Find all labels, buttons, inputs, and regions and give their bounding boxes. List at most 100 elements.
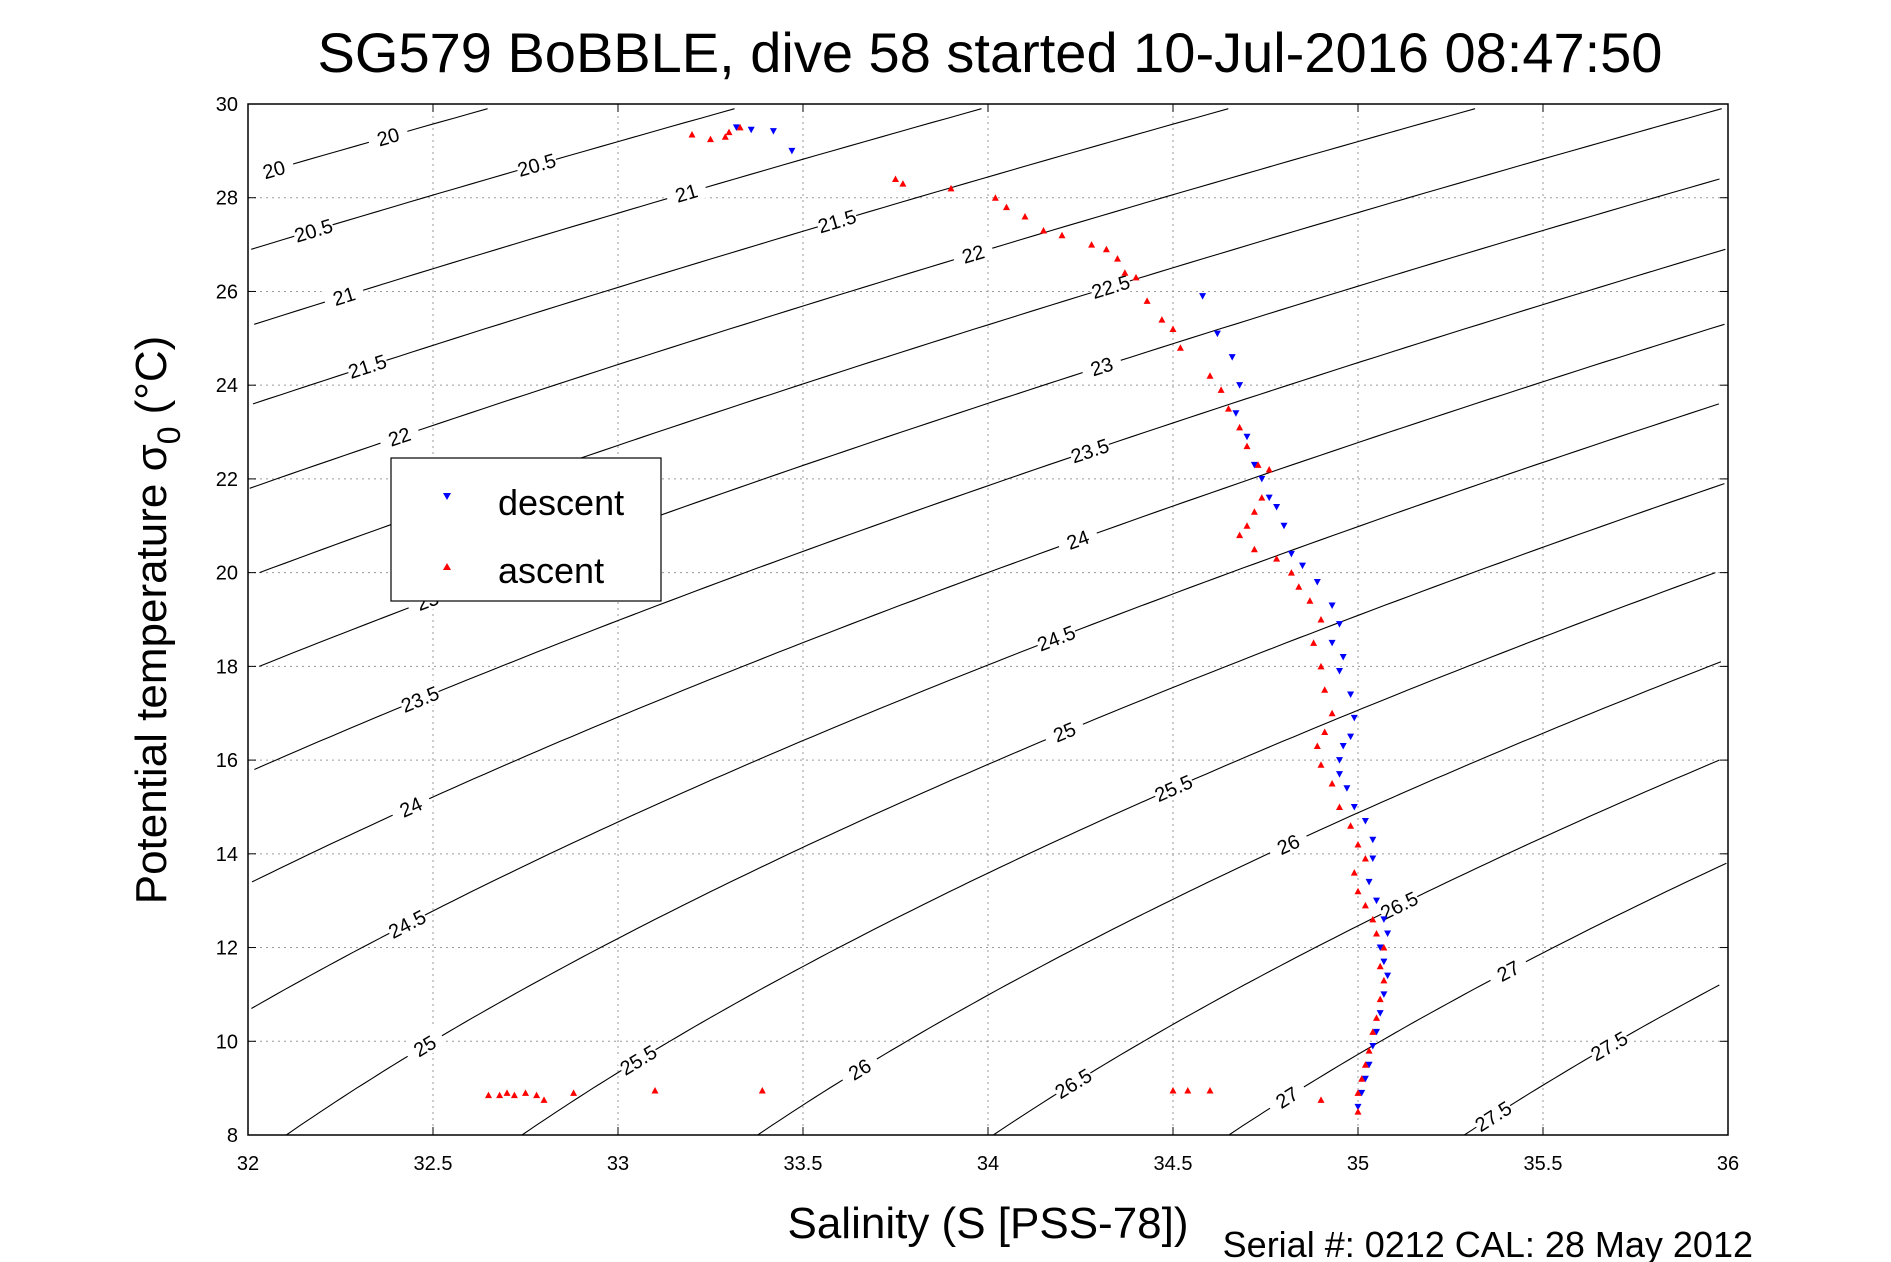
data-point-ascent [1236, 423, 1244, 431]
data-point-ascent [1206, 372, 1214, 379]
data-point-ascent [1336, 803, 1343, 810]
data-point-ascent [1313, 742, 1321, 750]
contour-label-bg [1265, 825, 1311, 862]
data-point-descent [1280, 522, 1288, 530]
legend-label-ascent: ascent [498, 550, 604, 591]
data-point-descent [1339, 743, 1347, 750]
data-point-ascent [1328, 780, 1336, 787]
data-point-descent [1328, 602, 1336, 609]
data-point-descent [1336, 757, 1343, 764]
data-point-ascent [1243, 522, 1251, 529]
data-point-descent [1365, 878, 1373, 886]
data-point-descent [1354, 1103, 1362, 1111]
data-point-ascent [1376, 962, 1384, 970]
data-point-ascent [1088, 241, 1096, 248]
contour-label-bg [251, 152, 296, 185]
data-point-descent [1373, 1028, 1380, 1036]
y-tick-label: 10 [216, 1031, 238, 1053]
x-axis-label: Salinity (S [PSS-78]) [787, 1199, 1188, 1248]
data-point-descent [1339, 653, 1347, 661]
data-point-ascent [1243, 442, 1251, 450]
contour-label: 25 [1041, 713, 1087, 749]
data-point-descent [1376, 944, 1384, 952]
density-contour-line [254, 108, 982, 325]
data-point-ascent [1250, 545, 1258, 553]
footer-serial-cal: Serial #: 0212 CAL: 28 May 2012 [1223, 1224, 1753, 1262]
data-point-ascent [1376, 995, 1384, 1003]
x-tick-label: 36 [1717, 1153, 1739, 1175]
data-point-ascent [892, 175, 899, 182]
data-point-ascent [1258, 494, 1266, 501]
x-tick-label: 32 [237, 1153, 259, 1175]
data-point-descent [1358, 1089, 1366, 1097]
contour-label-bg [615, 1039, 661, 1079]
contour-label: 27 [1484, 951, 1531, 990]
data-point-ascent [1354, 887, 1362, 895]
data-point-descent [1373, 897, 1380, 905]
contour-label-bg [1055, 521, 1101, 556]
contour-label-bg [1033, 619, 1079, 655]
contour-label-bg [663, 175, 709, 209]
density-contour-line [757, 661, 1722, 1136]
data-point-descent [732, 124, 740, 131]
data-point-ascent [899, 180, 907, 187]
data-point-descent [1380, 958, 1388, 966]
data-point-ascent [1354, 1089, 1362, 1096]
data-point-ascent [1317, 616, 1325, 623]
data-point-descent [1380, 991, 1388, 998]
contour-label-bg [365, 119, 411, 152]
density-contour-line [254, 248, 1726, 771]
density-contour-line [249, 108, 1476, 489]
data-point-ascent [1354, 1108, 1362, 1115]
data-point-descent [1336, 621, 1343, 628]
data-point-ascent [1361, 1061, 1369, 1068]
data-point-ascent [1361, 855, 1369, 862]
density-contour-line [521, 572, 1716, 1136]
contour-label-bg [344, 348, 390, 383]
y-axis-label-sub: 0 [151, 426, 187, 444]
contour-label-bg [376, 418, 422, 453]
data-point-descent [1213, 330, 1221, 338]
data-point-descent [1384, 930, 1392, 937]
data-point-ascent [510, 1091, 518, 1099]
data-point-descent [1199, 293, 1207, 300]
contour-label-bg [950, 236, 996, 270]
data-point-descent [1258, 475, 1266, 483]
density-contour-line [251, 323, 1725, 883]
contour-label: 20.5 [514, 147, 559, 182]
x-tick-label: 33.5 [784, 1153, 823, 1175]
data-point-ascent [1225, 405, 1232, 412]
data-point-ascent [1114, 255, 1121, 262]
data-point-ascent [1380, 976, 1388, 984]
data-point-ascent [522, 1089, 529, 1096]
x-tick-label: 35 [1347, 1153, 1369, 1175]
data-point-descent [1384, 972, 1392, 980]
density-contour-line [252, 108, 1229, 405]
density-contour-line [992, 759, 1720, 1136]
y-axis-label-unit: (°C) [127, 336, 176, 415]
data-point-ascent [1058, 231, 1066, 239]
contour-label-bg [1049, 1062, 1096, 1103]
data-point-descent [747, 126, 755, 134]
data-point-ascent [947, 184, 955, 192]
data-point-ascent [1206, 1086, 1214, 1094]
contour-label: 20 [365, 119, 411, 152]
data-point-ascent [540, 1096, 548, 1103]
data-point-descent [1287, 550, 1295, 558]
data-point-ascent [1021, 212, 1029, 220]
data-point-descent [1343, 785, 1351, 792]
contour-label-bg [396, 680, 443, 717]
data-point-ascent [725, 128, 733, 136]
y-tick-label: 28 [216, 188, 238, 210]
data-point-ascent [1328, 709, 1336, 717]
data-point-ascent [1273, 555, 1281, 562]
data-point-descent [1361, 1075, 1369, 1083]
data-point-ascent [1102, 245, 1110, 253]
data-point-ascent [1306, 597, 1314, 604]
data-point-ascent [1350, 869, 1358, 876]
y-axis-label: Potential temperature σ0 (°C) [127, 336, 187, 905]
data-point-descent [1347, 691, 1355, 698]
contour-label: 21 [663, 175, 709, 209]
contour-label-bg [1067, 433, 1113, 467]
